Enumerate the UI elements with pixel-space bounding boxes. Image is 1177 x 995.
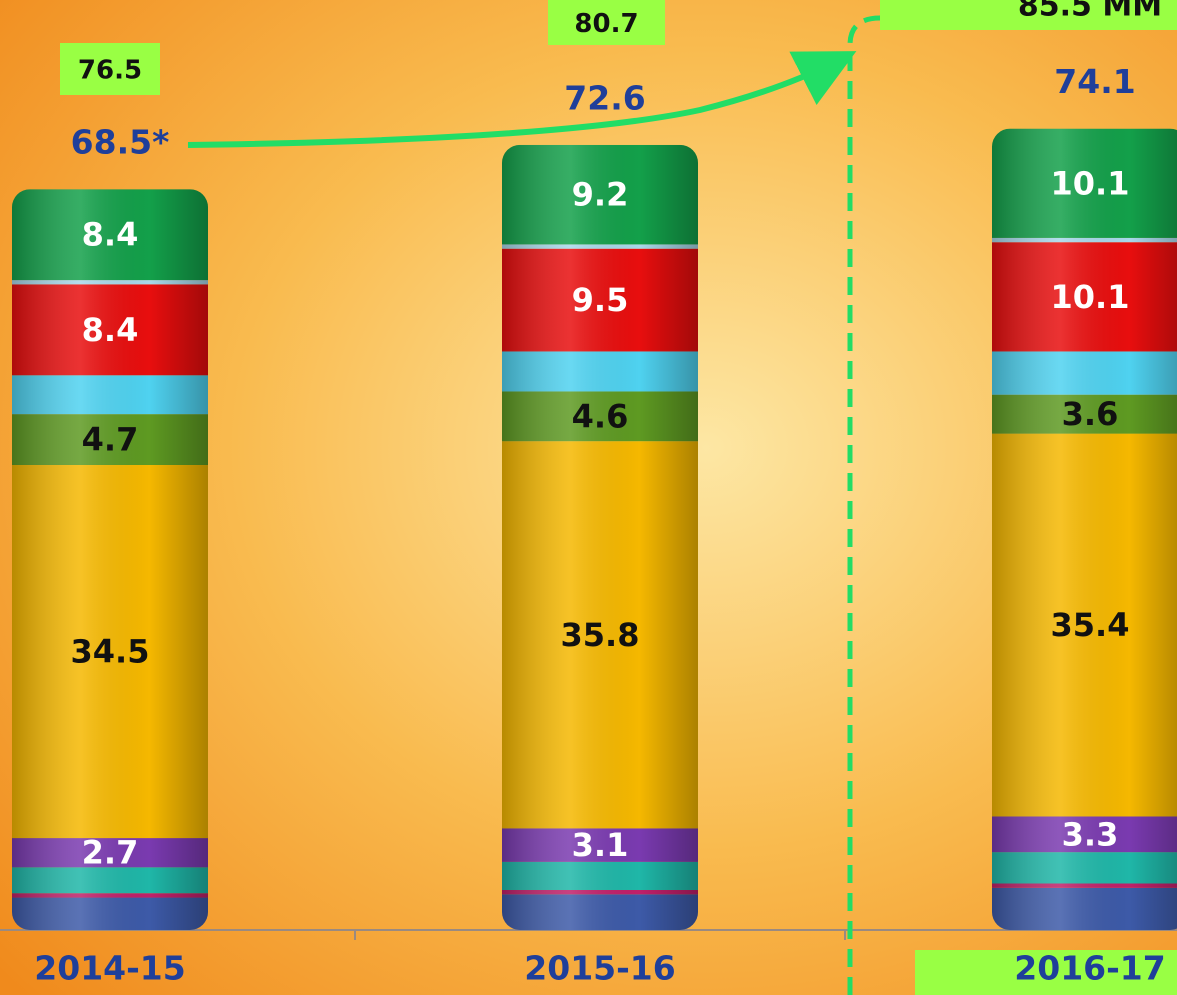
bar-stack [12,189,208,930]
bar-shading [12,189,208,930]
data-label: 34.5 [71,633,150,671]
target-label: 80.7 [574,9,638,39]
data-label: 3.1 [572,826,629,864]
data-label: 8.4 [82,216,139,254]
total-label: 72.6 [564,78,645,117]
data-label: 4.7 [82,421,139,459]
data-label: 10.1 [1051,278,1130,316]
bar-shading [502,145,698,930]
data-label: 35.8 [561,616,640,654]
data-label: 4.6 [572,397,629,435]
data-label: 9.2 [572,176,629,214]
x-tick-label: 2015-16 [524,949,675,988]
x-tick-label: 2016-17 [1014,949,1165,988]
bar-shading [992,129,1177,930]
chart: 2.7 34.5 4.7 8.4 8.4 2014-15 68.5* 76.5 3.1 35.8 4… [0,0,1177,995]
bar-stack [502,145,698,930]
data-label: 3.6 [1062,395,1119,433]
total-label: 68.5* [71,123,170,162]
target-label: 76.5 [78,56,142,86]
x-tick-label: 2014-15 [34,949,185,988]
data-label: 3.3 [1062,815,1119,853]
bar-stack [992,129,1177,930]
data-label: 10.1 [1051,164,1130,202]
total-label: 74.1 [1054,62,1135,101]
data-label: 2.7 [82,834,139,872]
data-label: 8.4 [82,311,139,349]
target-label: 85.5 MM [1018,0,1162,24]
data-label: 9.5 [572,281,629,319]
data-label: 35.4 [1051,606,1130,644]
